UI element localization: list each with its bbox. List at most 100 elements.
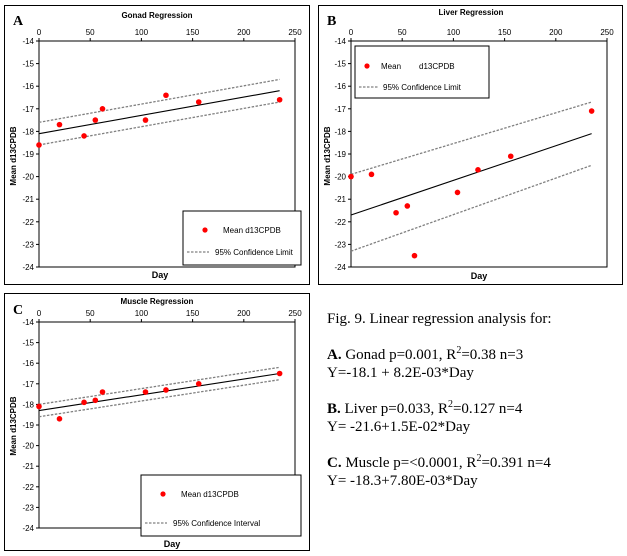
stat-text: =0.127 n=4: [452, 401, 523, 417]
data-point: [56, 121, 63, 128]
data-point: [368, 171, 375, 178]
data-point: [163, 387, 169, 393]
stat-label: A.: [327, 347, 342, 363]
x-tick-label: 100: [135, 309, 149, 318]
y-axis-label: Mean d13CPDB: [9, 126, 18, 185]
y-tick-label: -22: [334, 218, 346, 227]
stat-sup: 2: [447, 399, 453, 410]
chart-a: A Gonad Regression 0 50 100 150 200 250 -14 -15 -1…: [9, 11, 302, 280]
stat-text: =0.38 n=3: [461, 347, 524, 363]
data-point: [92, 397, 99, 404]
stat-label: C.: [327, 455, 342, 471]
data-point: [36, 142, 42, 148]
panel-letter: A: [13, 14, 24, 29]
x-tick-label: 150: [186, 28, 200, 37]
data-point: [99, 106, 106, 112]
x-tick-label: 0: [37, 309, 42, 318]
y-tick-label: -24: [334, 263, 346, 272]
panel-letter: B: [327, 14, 336, 29]
data-point: [81, 399, 87, 406]
confidence-limit-line: [38, 78, 280, 123]
x-tick-label: 200: [549, 28, 563, 37]
y-tick-label: -20: [334, 173, 346, 182]
y-tick-label: -14: [22, 318, 34, 327]
chart-title: Liver Regression: [439, 8, 504, 17]
stat-text: =0.391 n=4: [481, 455, 551, 471]
x-axis-label: Day: [152, 270, 169, 280]
y-tick-label: -15: [22, 339, 34, 348]
y-tick-label: -22: [22, 218, 34, 227]
data-point: [348, 173, 354, 180]
y-tick-label: -21: [22, 195, 34, 204]
legend-marker: [202, 227, 208, 233]
y-tick-label: -20: [22, 442, 34, 451]
x-tick-label: 100: [135, 28, 149, 37]
data-point: [81, 133, 87, 139]
legend-label: 95% Confidence Interval: [173, 519, 260, 528]
stat-label: B.: [327, 401, 341, 417]
y-tick-label: -16: [22, 82, 34, 91]
confidence-limit-line: [350, 164, 592, 252]
data-point: [507, 153, 514, 160]
y-tick-label: -16: [334, 82, 346, 91]
y-tick-label: -19: [22, 421, 34, 430]
y-tick-label: -23: [334, 240, 346, 249]
y-tick-label: -14: [334, 37, 346, 46]
confidence-limit-line: [38, 366, 280, 406]
y-tick-label: -14: [22, 37, 34, 46]
x-tick-label: 200: [237, 309, 251, 318]
data-point: [163, 92, 169, 99]
chart-title: Gonad Regression: [121, 11, 192, 20]
legend-marker: [160, 491, 166, 497]
legend-box: [182, 210, 302, 266]
data-point: [393, 209, 399, 216]
regression-line: [38, 372, 280, 412]
data-point: [195, 99, 202, 105]
stat-equation: Y= -18.3+7.80E-03*Day: [327, 473, 478, 489]
stat-equation: Y= -21.6+1.5E-02*Day: [327, 419, 471, 435]
y-tick-label: -16: [22, 359, 34, 368]
legend-label: Mean d13CPDB: [223, 226, 281, 235]
legend-label: Mean: [381, 62, 401, 71]
x-tick-label: 0: [37, 28, 42, 37]
confidence-limit-line: [350, 101, 592, 175]
y-tick-label: -17: [22, 380, 34, 389]
legend-label: d13CPDB: [419, 62, 455, 71]
chart-c: C Muscle Regression 0 50 100 150 200 250 -14 -15 -…: [9, 297, 302, 549]
panel-letter: C: [13, 303, 23, 318]
y-tick-label: -24: [22, 524, 34, 533]
y-tick-label: -24: [22, 263, 34, 272]
x-tick-label: 50: [398, 28, 407, 37]
data-point: [99, 389, 106, 395]
y-tick-label: -23: [22, 503, 34, 512]
caption-stat-c: C. Muscle p=<0.0001, R2=0.391 n=4 Y= -18…: [327, 454, 623, 490]
x-axis-label: Day: [471, 271, 488, 281]
y-axis-label: Mean d13CPDB: [323, 126, 332, 185]
y-tick-label: -21: [334, 195, 346, 204]
data-point: [142, 389, 149, 395]
x-tick-label: 0: [349, 28, 354, 37]
y-tick-label: -15: [334, 60, 346, 69]
panel-c: C Muscle Regression 0 50 100 150 200 250 -14 -15 -…: [4, 293, 310, 551]
stat-sup: 2: [476, 453, 482, 464]
y-axis-label: Mean d13CPDB: [9, 396, 18, 455]
y-tick-label: -17: [22, 105, 34, 114]
y-tick-label: -18: [22, 127, 34, 136]
x-tick-label: 250: [288, 309, 302, 318]
x-tick-label: 200: [237, 28, 251, 37]
y-tick-label: -19: [334, 150, 346, 159]
regression-line: [38, 90, 280, 135]
stat-text: Gonad p=0.001, R: [341, 347, 457, 363]
caption-heading: Fig. 9. Linear regression analysis for:: [327, 311, 552, 327]
y-tick-label: -18: [334, 127, 346, 136]
x-tick-label: 150: [186, 309, 200, 318]
y-tick-label: -19: [22, 150, 34, 159]
data-point: [142, 117, 149, 123]
data-point: [195, 381, 202, 387]
x-tick-label: 150: [498, 28, 512, 37]
x-tick-label: 100: [447, 28, 461, 37]
data-point: [411, 252, 418, 259]
y-tick-label: -17: [334, 105, 346, 114]
y-tick-label: -23: [22, 240, 34, 249]
data-point: [475, 167, 481, 173]
